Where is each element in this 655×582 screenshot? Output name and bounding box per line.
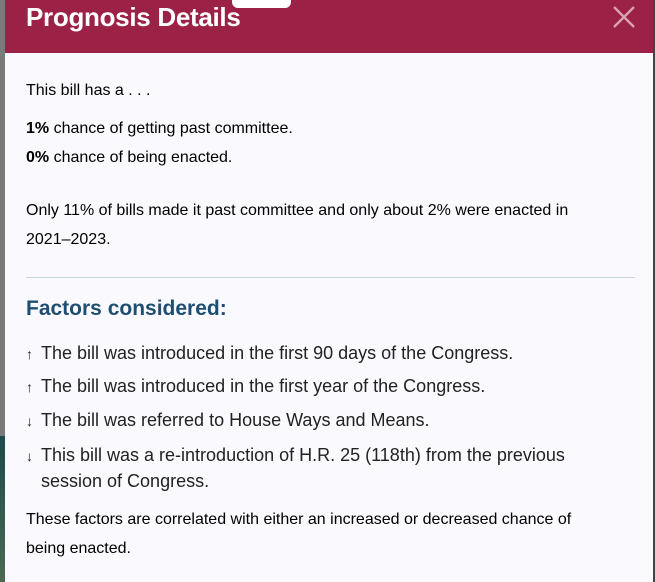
- committee-value: 1%: [26, 120, 50, 137]
- factor-item: ↑ The bill was introduced in the first 90…: [26, 340, 626, 367]
- context-text: Only 11% of bills made it past committee…: [26, 202, 569, 248]
- intro-text: This bill has a . . .: [26, 82, 151, 99]
- factor-item: ↑ The bill was introduced in the first ye…: [26, 373, 626, 400]
- close-icon: [613, 6, 635, 28]
- enacted-value: 0%: [26, 149, 50, 166]
- tab-notch: [232, 0, 291, 8]
- prognosis-modal: Prognosis Details This bill has a . . . …: [5, 0, 655, 582]
- arrow-down-icon: ↓: [26, 413, 33, 429]
- factor-item: ↓ The bill was referred to House Ways and…: [26, 407, 626, 434]
- factors-heading: Factors considered:: [26, 297, 227, 320]
- arrow-up-icon: ↑: [26, 346, 33, 362]
- divider: [26, 277, 635, 278]
- background-image: [0, 436, 6, 582]
- background-page: [0, 0, 6, 582]
- enacted-text: chance of being enacted.: [49, 149, 233, 166]
- close-button[interactable]: [612, 5, 636, 29]
- modal-header: Prognosis Details: [5, 0, 653, 53]
- factor-item: ↓ This bill was a re-introduction of H.R.…: [26, 445, 565, 491]
- arrow-down-icon: ↓: [26, 448, 33, 464]
- committee-text: chance of getting past committee.: [49, 120, 293, 137]
- enacted-chance: 0% chance of being enacted.: [26, 143, 232, 172]
- committee-chance: 1% chance of getting past committee.: [26, 114, 293, 143]
- footer-text: These factors are correlated with either…: [26, 511, 572, 557]
- arrow-up-icon: ↑: [26, 379, 33, 395]
- modal-title: Prognosis Details: [26, 2, 241, 32]
